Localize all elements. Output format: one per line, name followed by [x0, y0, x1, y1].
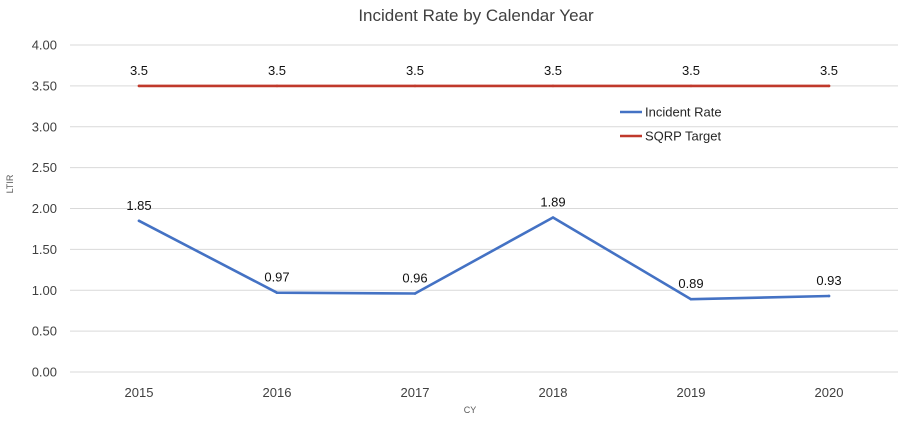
legend-label: Incident Rate: [645, 105, 722, 120]
data-point: [413, 84, 417, 88]
data-labels: 1.85 0.97 0.96 1.89 0.89 0.93 3.5 3.5 3.5 3.5 3.5 3…: [126, 63, 841, 291]
x-tick-label: 2017: [401, 385, 430, 400]
x-tick-label: 2018: [539, 385, 568, 400]
series: [137, 84, 831, 301]
data-point: [275, 84, 279, 88]
y-tick-label: 2.00: [32, 201, 57, 216]
x-tick-label: 2020: [815, 385, 844, 400]
y-axis-ticks: 0.00 0.50 1.00 1.50 2.00 2.50 3.00 3.50 4.00: [32, 38, 57, 380]
data-label: 3.5: [268, 63, 286, 78]
data-point: [689, 297, 693, 301]
y-tick-label: 0.50: [32, 324, 57, 339]
x-axis-ticks: 2015 2016 2017 2018 2019 2020: [125, 385, 844, 400]
data-point: [275, 291, 279, 295]
x-tick-label: 2015: [125, 385, 154, 400]
data-point: [689, 84, 693, 88]
y-tick-label: 2.50: [32, 160, 57, 175]
y-tick-label: 1.50: [32, 242, 57, 257]
y-tick-label: 4.00: [32, 38, 57, 53]
y-tick-label: 3.50: [32, 78, 57, 93]
data-point: [413, 292, 417, 295]
data-label: 3.5: [544, 63, 562, 78]
y-tick-label: 0.00: [32, 365, 57, 380]
x-tick-label: 2019: [677, 385, 706, 400]
data-point: [137, 84, 141, 88]
legend: Incident Rate SQRP Target: [620, 105, 722, 144]
legend-label: SQRP Target: [645, 129, 722, 144]
data-label: 0.97: [264, 270, 289, 285]
chart-title: Incident Rate by Calendar Year: [358, 6, 594, 25]
data-label: 1.89: [540, 194, 565, 209]
gridlines: [70, 44, 898, 373]
data-point: [551, 216, 555, 219]
data-label: 0.89: [678, 276, 703, 291]
x-axis-title: CY: [464, 405, 477, 415]
data-point: [551, 84, 555, 88]
data-label: 0.93: [816, 273, 841, 288]
data-label: 3.5: [682, 63, 700, 78]
data-label: 3.5: [406, 63, 424, 78]
series-line-0: [137, 216, 831, 301]
y-axis-title: LTIR: [5, 174, 15, 193]
data-label: 3.5: [820, 63, 838, 78]
data-label: 3.5: [130, 63, 148, 78]
data-label: 0.96: [402, 271, 427, 286]
y-tick-label: 1.00: [32, 283, 57, 298]
data-label: 1.85: [126, 198, 151, 213]
y-tick-label: 3.00: [32, 119, 57, 134]
data-point: [827, 294, 831, 298]
x-tick-label: 2016: [263, 385, 292, 400]
data-point: [827, 84, 831, 88]
data-point: [137, 219, 141, 223]
